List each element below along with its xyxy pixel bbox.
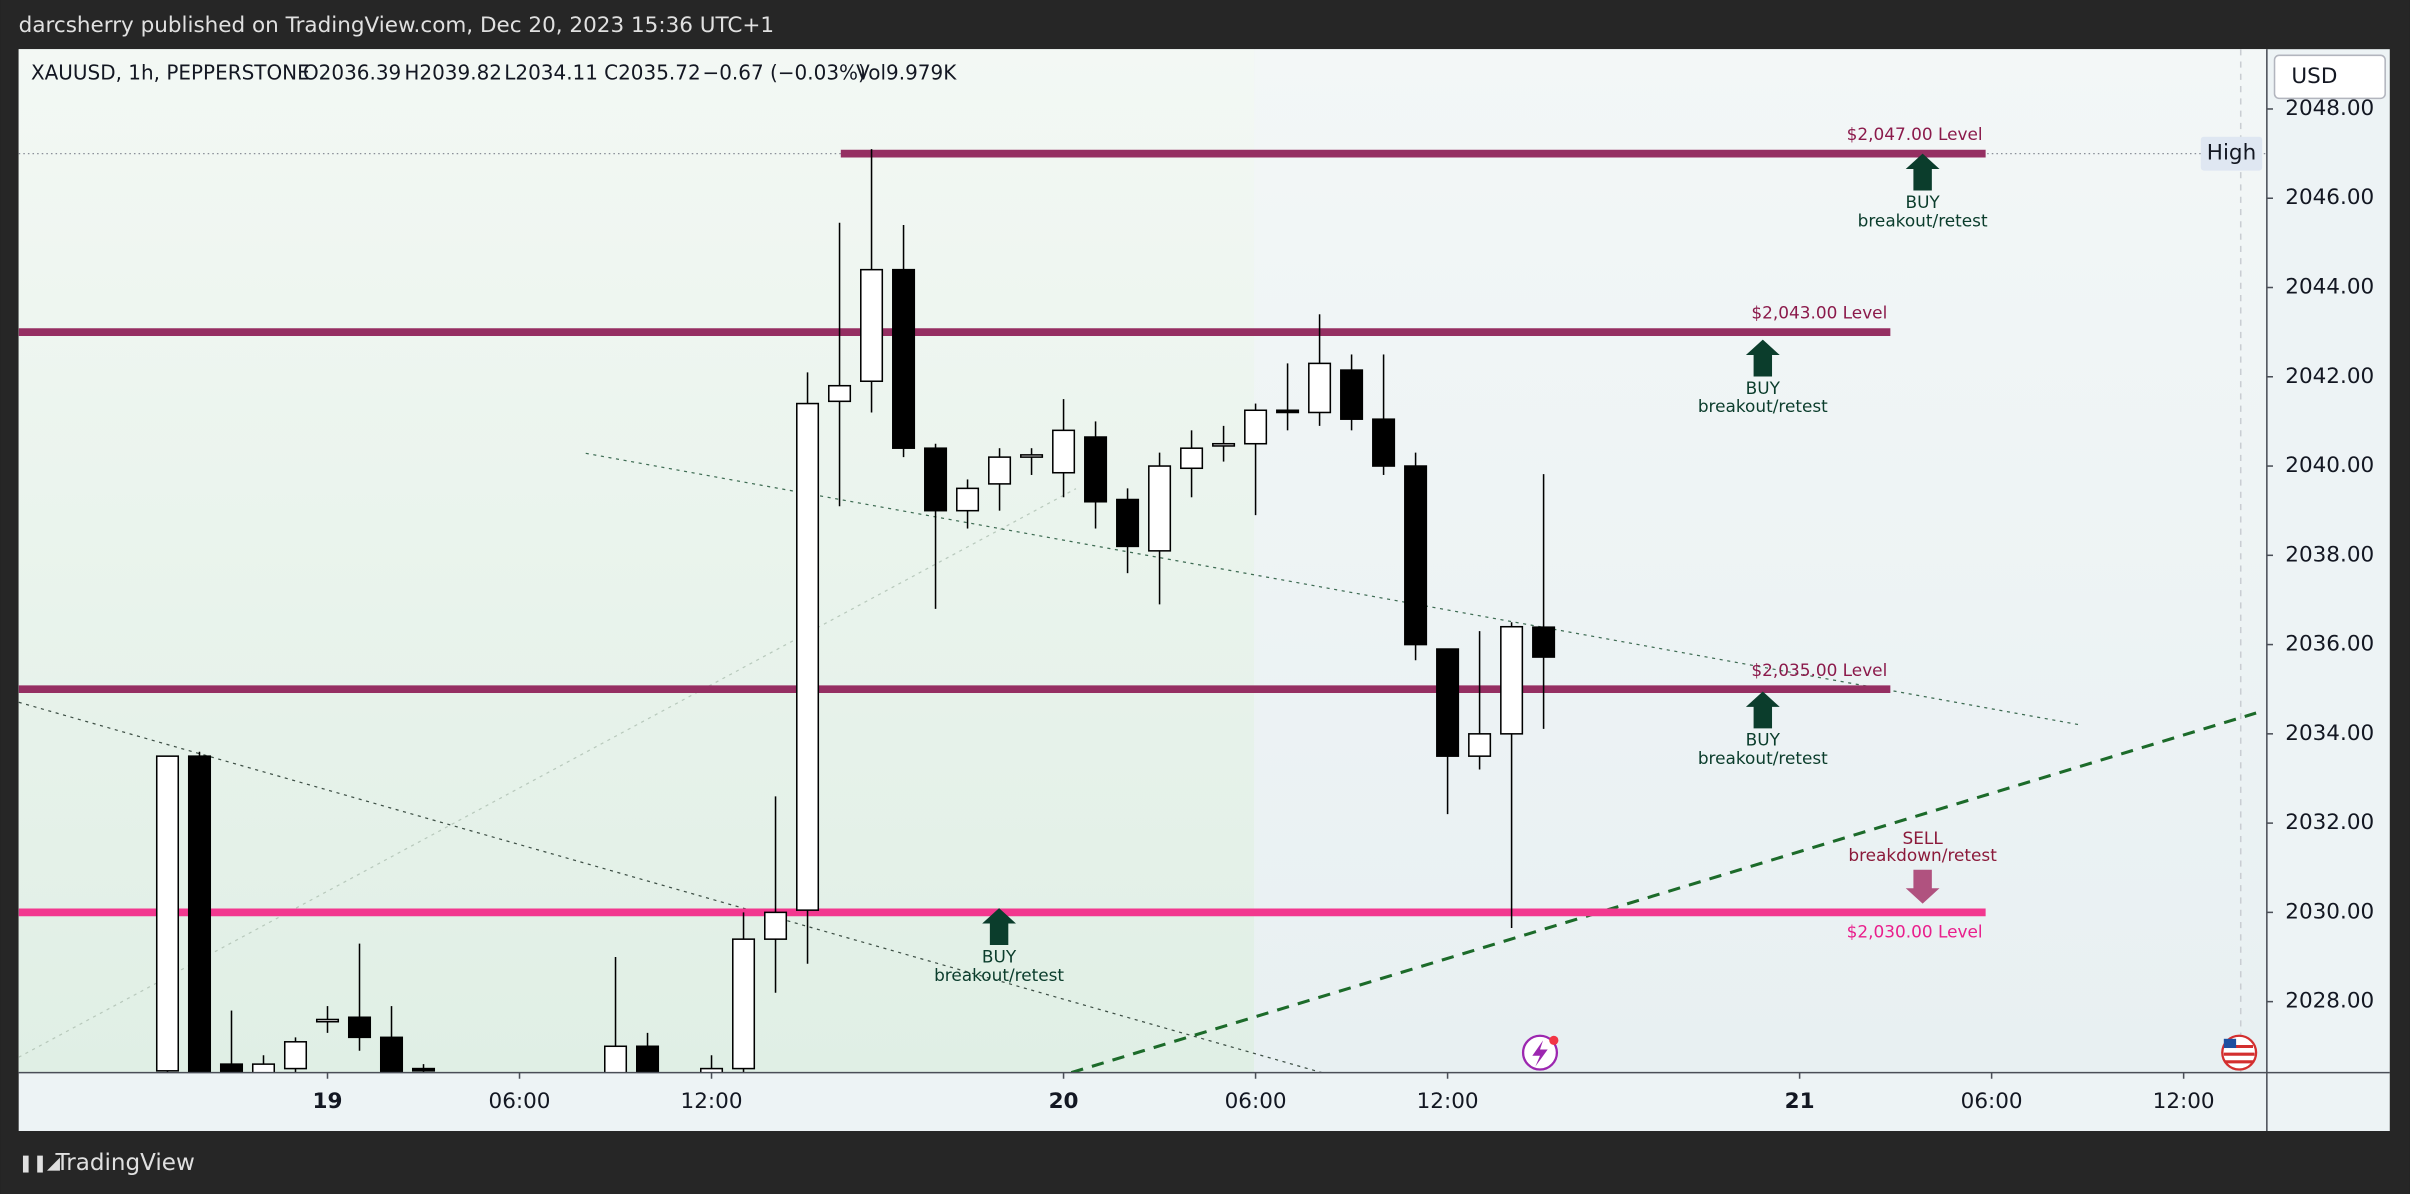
y-tick-label: 2036.00	[2285, 632, 2374, 657]
candle-body	[1500, 625, 1524, 735]
candle-body	[956, 487, 980, 512]
y-tick-label: 2040.00	[2285, 453, 2374, 478]
candle-body	[219, 1063, 244, 1073]
buy-arrow	[1745, 691, 1780, 729]
signal-note: breakout/retest	[1858, 210, 1988, 230]
y-tick-label: 2032.00	[2285, 810, 2374, 835]
legend-open: O2036.39	[303, 60, 401, 84]
candle-body	[636, 1045, 660, 1073]
candle-body	[924, 447, 948, 512]
legend-close: C2035.72	[604, 60, 701, 84]
candle-body	[315, 1018, 340, 1023]
x-tick-label: 06:00	[1225, 1089, 1287, 1114]
signal: BUY	[1905, 192, 1940, 212]
x-tick-label: 12:00	[681, 1089, 743, 1114]
candle-body	[1116, 498, 1140, 548]
level-label: $2,035.00 Level	[1751, 660, 1887, 680]
candle-body	[1340, 369, 1364, 420]
signal: BUY	[1746, 378, 1781, 398]
buy-arrow	[982, 908, 1016, 946]
x-tick-label: 12:00	[1417, 1089, 1479, 1114]
candle-body	[732, 938, 756, 1070]
candle-body	[860, 268, 884, 383]
x-tick-label: 06:00	[1961, 1089, 2023, 1114]
signal: SELL	[1903, 828, 1944, 848]
signal: BUY	[1746, 730, 1781, 750]
event-icon-bolt	[1532, 1040, 1548, 1067]
candle-body	[1468, 733, 1492, 757]
candle-body	[1404, 465, 1428, 646]
candle-body	[764, 911, 788, 940]
candle-body	[1244, 409, 1268, 445]
buy-arrow	[1905, 153, 1940, 191]
event-dot	[1549, 1035, 1559, 1045]
candle-body	[155, 755, 180, 1072]
candle-body	[1084, 436, 1108, 503]
candle-body	[1212, 442, 1236, 447]
brand-logo[interactable]: ❚❚◢	[19, 1152, 60, 1173]
candle-body	[1180, 447, 1204, 470]
legend-symbol: XAUUSD, 1h, PEPPERSTONE	[31, 60, 310, 84]
signal-note: breakout/retest	[1698, 748, 1828, 768]
y-tick-label: 2030.00	[2285, 899, 2374, 924]
candle-body	[796, 402, 820, 911]
candle-body	[892, 268, 916, 449]
sell-arrow	[1905, 869, 1940, 904]
candle-body	[988, 456, 1012, 485]
candle-body	[347, 1016, 372, 1039]
level-label: $2,030.00 Level	[1847, 921, 1983, 941]
x-tick-label: 06:00	[489, 1089, 551, 1114]
candle-body	[604, 1045, 628, 1073]
candle-body	[1308, 362, 1332, 414]
currency[interactable]: USD	[2291, 64, 2337, 89]
candle-body	[828, 384, 852, 403]
signal-note: breakdown/retest	[1848, 845, 1997, 865]
plot	[18, 49, 2267, 1073]
signal: BUY	[982, 946, 1017, 966]
candle-body	[1532, 626, 1556, 658]
candle-body	[700, 1067, 724, 1073]
legend-volume: Vol9.979K	[856, 60, 957, 84]
high-marker: High	[2207, 141, 2256, 166]
publish-info: darcsherry published on TradingView.com,…	[19, 13, 774, 38]
signal-note: breakout/retest	[1698, 396, 1828, 416]
legend-change: −0.67 (−0.03%)	[703, 60, 866, 84]
x-tick-label: 20	[1049, 1089, 1079, 1114]
x-tick-label: 19	[313, 1089, 343, 1114]
signal-note: breakout/retest	[934, 965, 1064, 985]
high-marker-box	[2200, 136, 2263, 171]
x-tick-label: 12:00	[2153, 1089, 2215, 1114]
level-label: $2,043.00 Level	[1751, 303, 1887, 323]
brand[interactable]: TradingView	[55, 1150, 195, 1176]
buy-arrow	[1745, 339, 1780, 377]
level-label: $2,047.00 Level	[1847, 124, 1983, 144]
candle-body	[1148, 465, 1172, 552]
candle-body	[411, 1067, 436, 1072]
candle-body	[1436, 648, 1460, 757]
y-tick-label: 2048.00	[2285, 96, 2374, 121]
y-tick-label: 2042.00	[2285, 364, 2374, 389]
y-tick-label: 2038.00	[2285, 542, 2374, 567]
flag-canton	[2223, 1038, 2237, 1049]
y-tick-label: 2034.00	[2285, 721, 2374, 746]
axes: 2028.00 2030.00 2032.00 2034.00 2036.00 2038.…	[313, 96, 2375, 1114]
candle-body	[1276, 409, 1300, 414]
x-tick-label: 21	[1785, 1089, 1815, 1114]
y-tick-label: 2028.00	[2285, 989, 2374, 1014]
candle-body	[251, 1063, 276, 1073]
y-tick-label: 2044.00	[2285, 275, 2374, 300]
candle-body	[379, 1036, 404, 1073]
currency-button[interactable]	[2273, 54, 2386, 100]
legend-low: L2034.11	[504, 60, 598, 84]
session-highlight	[18, 49, 1255, 1073]
candle-body	[1372, 418, 1396, 467]
legend-high: H2039.82	[404, 60, 502, 84]
y-tick-label: 2046.00	[2285, 185, 2374, 210]
candle-body	[1052, 429, 1076, 474]
candle-body	[187, 755, 212, 1073]
candle-body	[283, 1041, 308, 1070]
candle-body	[1020, 454, 1044, 458]
trend-line	[18, 701, 1322, 1073]
